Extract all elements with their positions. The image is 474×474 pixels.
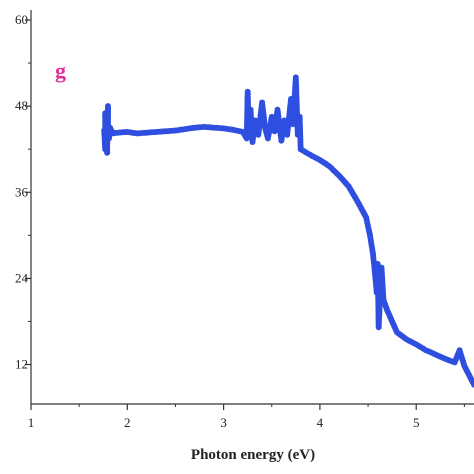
x-axis-label: Photon energy (eV)	[191, 447, 315, 463]
y-tick-label: 48	[15, 98, 28, 113]
x-tick-label: 4	[317, 415, 324, 430]
y-tick-label: 12	[15, 357, 28, 372]
y-tick-label: 60	[15, 12, 28, 27]
x-tick-label: 3	[220, 415, 227, 430]
x-tick-label: 1	[28, 415, 35, 430]
x-tick-label: 5	[413, 415, 420, 430]
data-series	[101, 74, 474, 388]
y-tick-label: 36	[15, 184, 29, 199]
data-point	[471, 381, 474, 388]
y-tick-label: 24	[15, 270, 29, 285]
panel-label: g	[55, 58, 66, 83]
x-tick-label: 2	[124, 415, 131, 430]
